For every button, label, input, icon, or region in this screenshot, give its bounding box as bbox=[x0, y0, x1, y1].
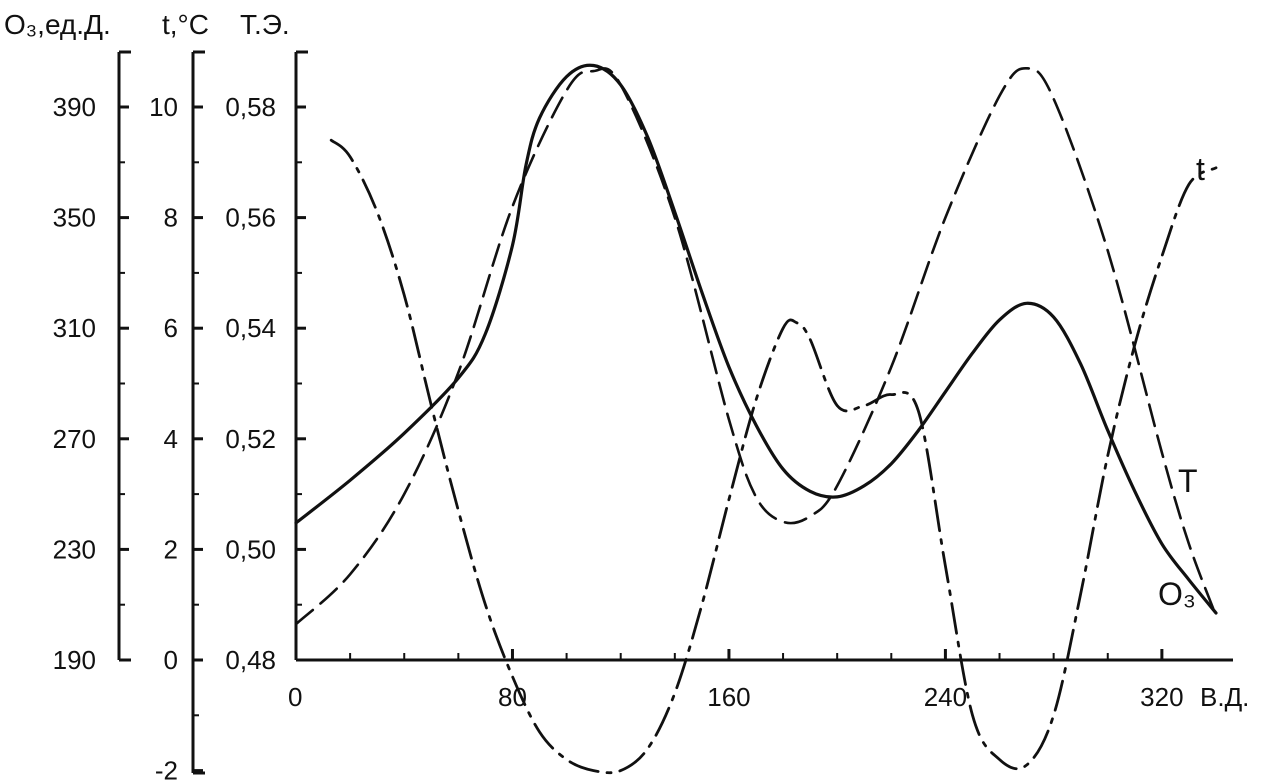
y-tick-label: 0,48 bbox=[225, 645, 276, 675]
y-tick-label: 0,50 bbox=[225, 534, 276, 564]
y-tick-label: 230 bbox=[53, 534, 96, 564]
labels: T O₃ t bbox=[1158, 151, 1205, 612]
y-tick-label: 4 bbox=[164, 424, 178, 454]
y-tick-label: 6 bbox=[164, 313, 178, 343]
series-label: O₃ bbox=[1158, 576, 1196, 612]
y-tick-label: 350 bbox=[53, 203, 96, 233]
x-axis-label: В.Д. bbox=[1200, 682, 1249, 712]
x-tick-label: 320 bbox=[1140, 682, 1183, 712]
y-tick-label: 270 bbox=[53, 424, 96, 454]
x-tick-label: 160 bbox=[707, 682, 750, 712]
y-axis-title: t,°C bbox=[162, 9, 209, 40]
series-line-solid bbox=[294, 63, 1218, 615]
y-tick-label: 390 bbox=[53, 92, 96, 122]
y-axis-title: O₃,ед.Д. bbox=[4, 9, 111, 40]
axes: 0 80 160 240 320 В.Д.190230270310350390O₃,ед.… bbox=[4, 9, 1249, 784]
y-tick-label: 310 bbox=[53, 313, 96, 343]
y-tick-label: 8 bbox=[164, 203, 178, 233]
series-label: T bbox=[1178, 463, 1198, 499]
y-tick-label: 0,56 bbox=[225, 203, 276, 233]
y-tick-label: 0,54 bbox=[225, 313, 276, 343]
series-label: t bbox=[1196, 151, 1205, 187]
x-tick-label: 0 bbox=[288, 682, 302, 712]
series-line-dashed bbox=[294, 66, 1218, 626]
y-tick-label: 190 bbox=[53, 645, 96, 675]
x-tick-label: 240 bbox=[924, 682, 967, 712]
y-tick-label: 10 bbox=[149, 92, 178, 122]
y-tick-label: 0,58 bbox=[225, 92, 276, 122]
y-axis-title: Т.Э. bbox=[240, 9, 290, 40]
y-tick-label: 0 bbox=[164, 645, 178, 675]
y-tick-label: -2 bbox=[155, 756, 178, 784]
series-line-dash-dot bbox=[329, 138, 1218, 775]
y-tick-label: 2 bbox=[164, 534, 178, 564]
y-tick-label: 0,52 bbox=[225, 424, 276, 454]
curves bbox=[294, 63, 1218, 775]
